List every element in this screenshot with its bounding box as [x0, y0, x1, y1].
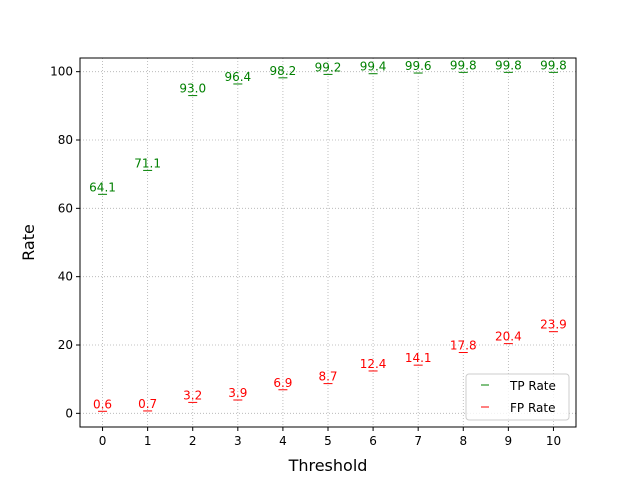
tp-rate-data-label: 99.4: [360, 60, 387, 74]
tp-rate-data-label: 99.8: [495, 58, 522, 72]
y-tick-label: 60: [58, 201, 73, 215]
x-tick-label: 8: [459, 434, 467, 448]
x-tick-label: 5: [324, 434, 332, 448]
y-axis-label: Rate: [19, 224, 38, 261]
fp-rate-data-label: 17.8: [450, 339, 477, 353]
x-tick-label: 9: [505, 434, 513, 448]
fp-rate-data-label: 14.1: [405, 351, 432, 365]
tp-rate-data-label: 96.4: [224, 70, 251, 84]
y-tick-label: 40: [58, 270, 73, 284]
y-tick-label: 100: [50, 65, 73, 79]
x-tick-label: 0: [99, 434, 107, 448]
tp-rate-data-label: 99.8: [450, 58, 477, 72]
x-tick-label: 7: [414, 434, 422, 448]
tp-rate-data-label: 99.6: [405, 59, 432, 73]
tp-rate-data-label: 93.0: [179, 82, 206, 96]
tp-rate-data-label: 71.1: [134, 156, 161, 170]
y-tick-label: 20: [58, 338, 73, 352]
fp-rate-data-label: 23.9: [540, 318, 567, 332]
fp-rate-data-label: 20.4: [495, 330, 522, 344]
tp-rate-data-label: 64.1: [89, 180, 116, 194]
legend: TP Rate FP Rate: [465, 373, 570, 421]
fp-rate-data-label: 12.4: [360, 357, 387, 371]
fp-rate-data-label: 3.9: [228, 386, 247, 400]
plot-frame: [79, 57, 577, 428]
legend-label-tp-rate: TP Rate: [509, 379, 556, 393]
x-tick-label: 3: [234, 434, 242, 448]
fp-rate-data-label: 0.7: [138, 397, 157, 411]
legend-label-fp-rate: FP Rate: [510, 401, 555, 415]
fp-rate-data-label: 6.9: [273, 376, 292, 390]
fp-rate-data-label: 8.7: [318, 370, 337, 384]
tp-rate-data-label: 99.8: [540, 58, 567, 72]
fp-rate-data-label: 3.2: [183, 388, 202, 402]
x-tick-label: 10: [546, 434, 561, 448]
x-axis-label: Threshold: [288, 456, 368, 475]
x-tick-label: 6: [369, 434, 377, 448]
y-tick-label: 0: [65, 406, 73, 420]
x-tick-label: 2: [189, 434, 197, 448]
tp-rate-data-label: 99.2: [315, 60, 342, 74]
x-tick-label: 1: [144, 434, 152, 448]
tp-rate-data-label: 98.2: [270, 64, 297, 78]
legend-box: [465, 373, 570, 421]
data-marks: 64.1 71.1 93.0 96.4 98.2 99.2 99.4 99.6 99.8 99.8…: [89, 58, 567, 412]
fp-rate-data-label: 0.6: [93, 397, 112, 411]
y-tick-label: 80: [58, 133, 73, 147]
x-tick-label: 4: [279, 434, 287, 448]
